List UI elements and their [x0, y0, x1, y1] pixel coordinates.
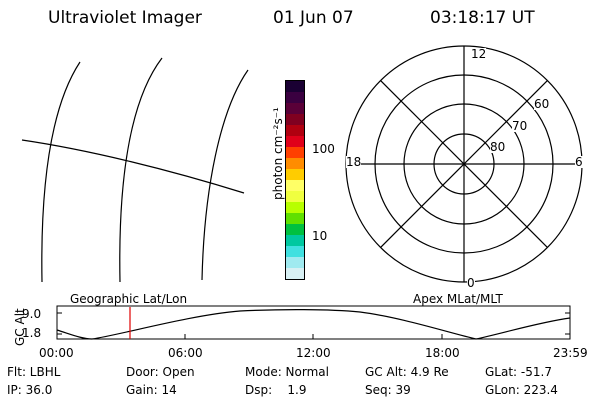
strip-x-tick-1800: 18:00	[425, 346, 460, 360]
observation-date: 01 Jun 07	[273, 8, 354, 28]
colorbar-segment	[286, 158, 304, 169]
colorbar-segment	[286, 147, 304, 158]
apex-label: Apex MLat/MLT	[413, 292, 503, 306]
strip-y-tick-top: 9.0	[22, 307, 42, 321]
polar-ring-60	[374, 74, 554, 254]
mlt-label-18: 18	[346, 155, 362, 169]
colorbar-segment	[286, 125, 304, 136]
info-gain: Gain: 14	[126, 383, 177, 397]
info-glon: GLon: 223.4	[485, 383, 558, 397]
colorbar-segment	[286, 213, 304, 224]
mlat-label-60: 60	[534, 97, 550, 111]
info-door: Door: Open	[126, 365, 195, 379]
colorbar-segment	[286, 103, 304, 114]
geographic-label: Geographic Lat/Lon	[70, 292, 188, 306]
polar-ring-80	[433, 133, 495, 195]
colorbar-segment	[286, 81, 304, 92]
mlt-label-6: 6	[575, 155, 583, 169]
strip-x-tick-1200: 12:00	[296, 346, 331, 360]
longitude-line-3	[201, 69, 249, 281]
colorbar-segment	[286, 114, 304, 125]
colorbar-segment	[286, 224, 304, 235]
colorbar-segment	[286, 136, 304, 147]
strip-x-tick-0000: 00:00	[39, 346, 74, 360]
mlat-label-80: 80	[490, 140, 506, 154]
polar-ring-70	[403, 103, 525, 225]
instrument-title: Ultraviolet Imager	[48, 8, 202, 28]
info-gc-alt: GC Alt: 4.9 Re	[365, 365, 449, 379]
colorbar-segment	[286, 169, 304, 180]
colorbar-tick-100: 100	[312, 142, 335, 156]
polar-ring-outer	[345, 45, 583, 283]
colorbar-segment	[286, 191, 304, 202]
info-flt: Flt: LBHL	[7, 365, 61, 379]
colorbar-segment	[286, 235, 304, 246]
observation-time: 03:18:17 UT	[430, 8, 535, 28]
strip-x-ticks	[184, 334, 443, 339]
colorbar-segment	[286, 92, 304, 103]
longitude-line-2	[119, 57, 163, 283]
mlt-label-12: 12	[471, 47, 487, 61]
colorbar-segment	[286, 202, 304, 213]
polar-diagonal-2	[380, 80, 548, 248]
colorbar-unit-label: photon cm⁻²s⁻¹	[271, 107, 285, 200]
strip-x-tick-0600: 06:00	[168, 346, 203, 360]
strip-y-tick-bottom: 1.8	[22, 326, 42, 340]
info-mode: Mode: Normal	[245, 365, 329, 379]
strip-frame	[56, 305, 571, 340]
latitude-line	[21, 139, 245, 194]
info-ip: IP: 36.0	[7, 383, 53, 397]
colorbar-segment	[286, 246, 304, 257]
colorbar-segment	[286, 180, 304, 191]
strip-x-tick-2359: 23:59	[553, 346, 588, 360]
info-glat: GLat: -51.7	[485, 365, 552, 379]
mlt-label-0: 0	[467, 276, 475, 290]
polar-diagonal-1	[380, 80, 548, 248]
colorbar	[285, 80, 305, 280]
gc-altitude-curve	[56, 309, 571, 340]
info-dsp: Dsp: 1.9	[245, 383, 307, 397]
colorbar-segment	[286, 257, 304, 268]
longitude-line-1	[41, 61, 81, 283]
colorbar-tick-10: 10	[312, 229, 328, 243]
colorbar-segment	[286, 268, 304, 279]
info-seq: Seq: 39	[365, 383, 411, 397]
mlat-label-70: 70	[512, 119, 528, 133]
